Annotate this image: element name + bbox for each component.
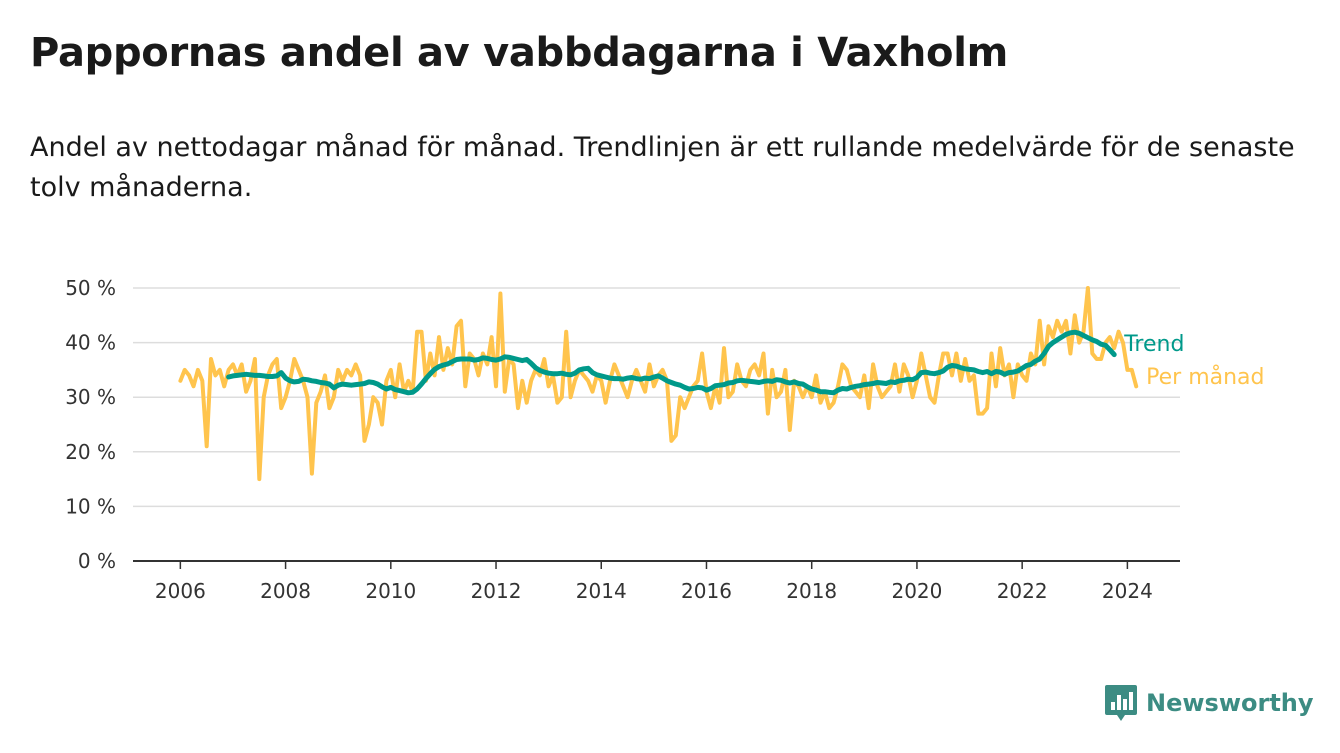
x-axis-ticks: 2006 2008 2010 2012 2014 2016 2018 2020 2022 2024: [155, 561, 1153, 603]
brand: Newsworthy: [1104, 684, 1314, 722]
series-labels: Per månad Trend: [1123, 332, 1264, 390]
series-line-trend: [226, 329, 1117, 396]
y-tick-label: 0 %: [78, 549, 116, 573]
x-tick-label: 2016: [681, 579, 732, 603]
y-tick-label: 10 %: [65, 494, 116, 518]
x-tick-label: 2018: [786, 579, 837, 603]
y-tick-label: 30 %: [65, 385, 116, 409]
series-label-trend: Trend: [1123, 332, 1184, 357]
newsworthy-logo-icon: [1105, 685, 1137, 721]
series-lines: [178, 286, 1139, 482]
x-tick-label: 2006: [155, 579, 206, 603]
grid-lines: [133, 287, 1180, 508]
chart-subtitle: Andel av nettodagar månad för månad. Tre…: [30, 132, 1295, 203]
chart-title: Pappornas andel av vabbdagarna i Vaxholm: [30, 30, 1009, 76]
x-tick-label: 2014: [576, 579, 627, 603]
x-tick-label: 2012: [471, 579, 522, 603]
y-tick-label: 50 %: [65, 276, 116, 300]
y-tick-label: 40 %: [65, 331, 116, 355]
series-label-per-manad: Per månad: [1146, 364, 1264, 390]
y-tick-label: 20 %: [65, 440, 116, 464]
x-tick-label: 2010: [365, 579, 416, 603]
x-tick-label: 2024: [1102, 579, 1153, 603]
brand-name: Newsworthy: [1146, 689, 1314, 717]
x-tick-label: 2020: [891, 579, 942, 603]
x-tick-label: 2022: [997, 579, 1048, 603]
x-tick-label: 2008: [260, 579, 311, 603]
y-axis-tick-labels: 0 % 10 % 20 % 30 % 40 % 50 %: [65, 276, 116, 573]
